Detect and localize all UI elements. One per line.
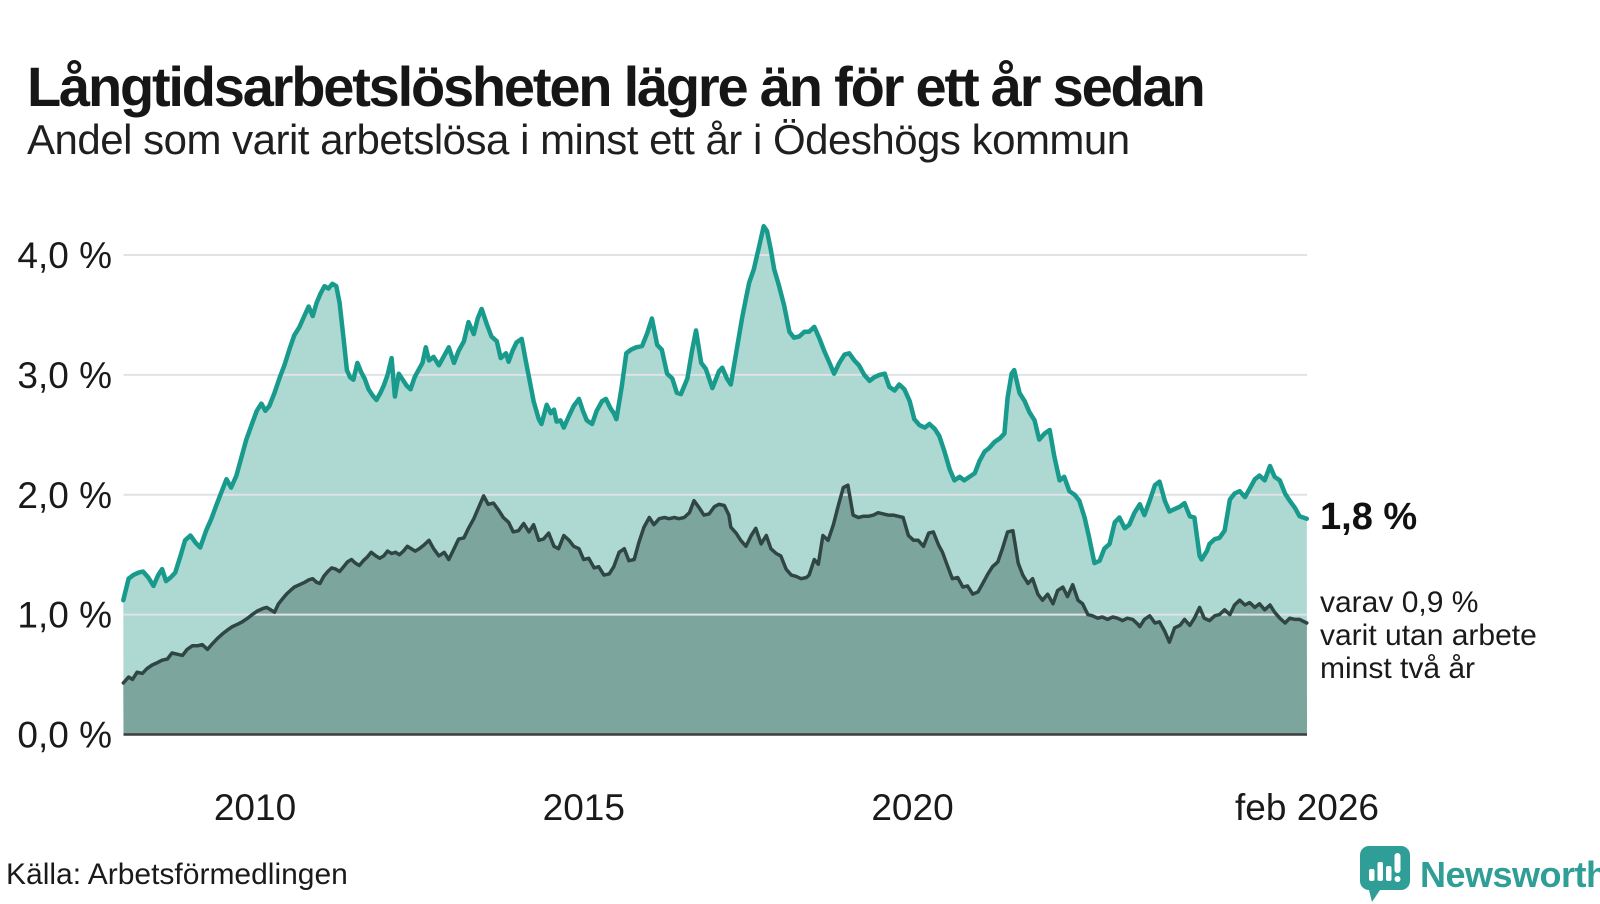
source-note: Källa: Arbetsförmedlingen [6,858,348,891]
y-axis-tick-label: 0,0 % [17,715,112,756]
x-axis-tick-label: feb 2026 [1235,787,1379,828]
area-fill-series-2 [123,485,1307,735]
line-series-2 [121,483,1309,685]
page-subtitle: Andel som varit arbetslösa i minst ett å… [27,116,1130,163]
y-axis-tick-label: 1,0 % [17,595,112,636]
sub-annotation-line3: minst två år [1320,652,1476,685]
x-axis-tick-label: 2010 [214,787,296,828]
y-axis-tick-label: 3,0 % [17,355,112,396]
y-axis-tick-label: 2,0 % [17,475,112,516]
sub-annotation-line2: varit utan arbete [1320,619,1537,652]
series-end-value-label: 1,8 % [1320,495,1418,538]
newsworthy-logo-icon [1360,846,1410,902]
x-axis-tick-label: 2015 [543,787,625,828]
newsworthy-wordmark: Newsworthy [1420,854,1600,895]
newsworthy-branding: Newsworthy [1360,846,1600,904]
x-axis-tick-label: 2020 [871,787,953,828]
sub-annotation-line1: varav 0,9 % [1320,586,1479,619]
y-axis-tick-label: 4,0 % [17,235,112,276]
series-sub-annotation: varav 0,9 % varit utan arbete minst två … [1320,586,1537,685]
page-title: Långtidsarbetslösheten lägre än för ett … [27,54,1206,118]
line-series-1 [121,223,1310,603]
